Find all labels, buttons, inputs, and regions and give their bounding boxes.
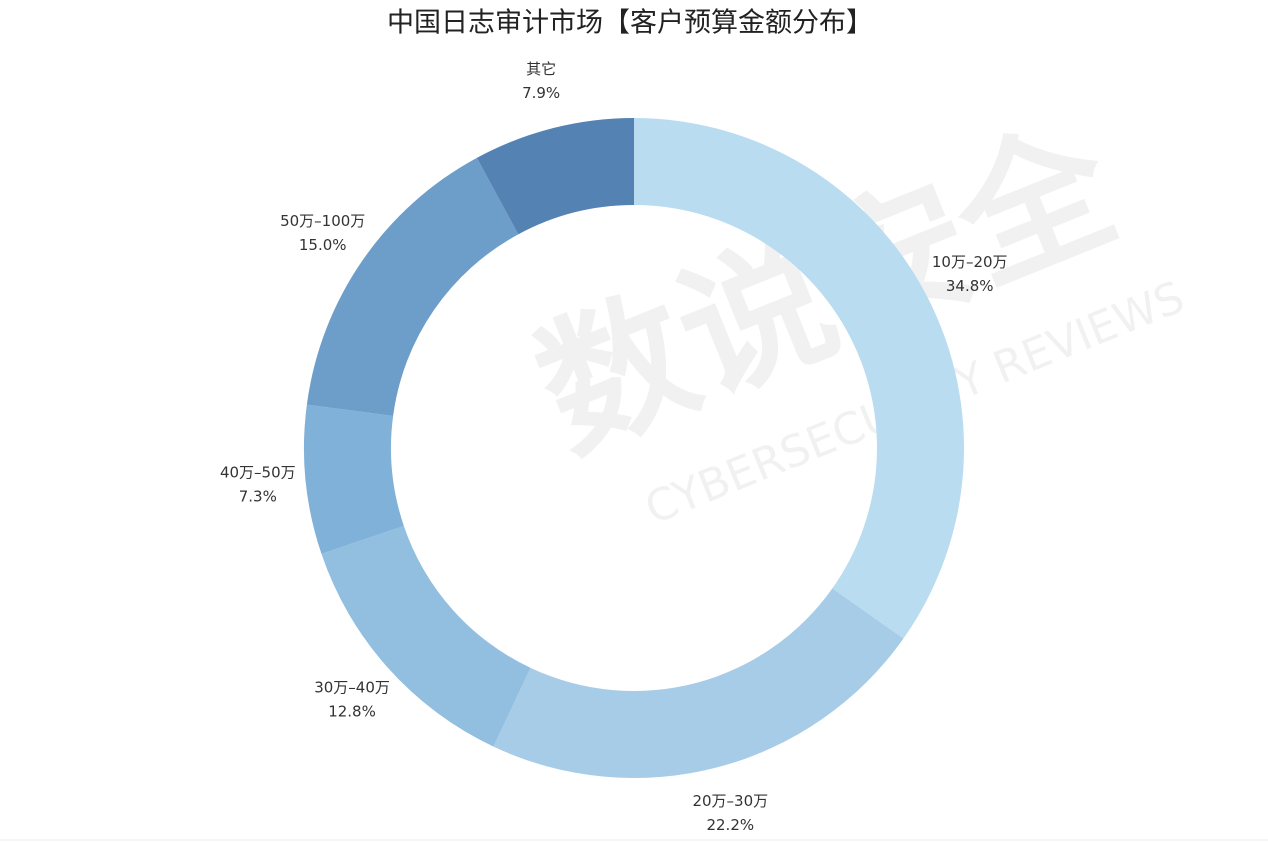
donut-slice bbox=[634, 118, 964, 639]
chart-title: 中国日志审计市场【客户预算金额分布】 bbox=[387, 8, 873, 39]
slice-label: 10万–20万 bbox=[932, 253, 1008, 271]
slice-label: 50万–100万 bbox=[280, 212, 365, 230]
value-label: 7.3% bbox=[239, 487, 277, 505]
slice-label: 30万–40万 bbox=[314, 678, 390, 696]
value-label: 12.8% bbox=[328, 702, 376, 720]
donut-slice bbox=[304, 404, 404, 554]
value-label: 15.0% bbox=[299, 236, 347, 254]
value-label: 34.8% bbox=[946, 277, 994, 295]
slice-label: 其它 bbox=[526, 60, 556, 78]
donut-slice bbox=[476, 118, 634, 235]
slice-label: 40万–50万 bbox=[220, 463, 296, 481]
value-label: 22.2% bbox=[706, 816, 754, 834]
slice-label: 20万–30万 bbox=[692, 792, 768, 810]
donut-slice bbox=[321, 525, 531, 747]
value-label: 7.9% bbox=[522, 84, 560, 102]
donut-slice bbox=[306, 157, 519, 417]
donut-slice bbox=[493, 588, 904, 779]
